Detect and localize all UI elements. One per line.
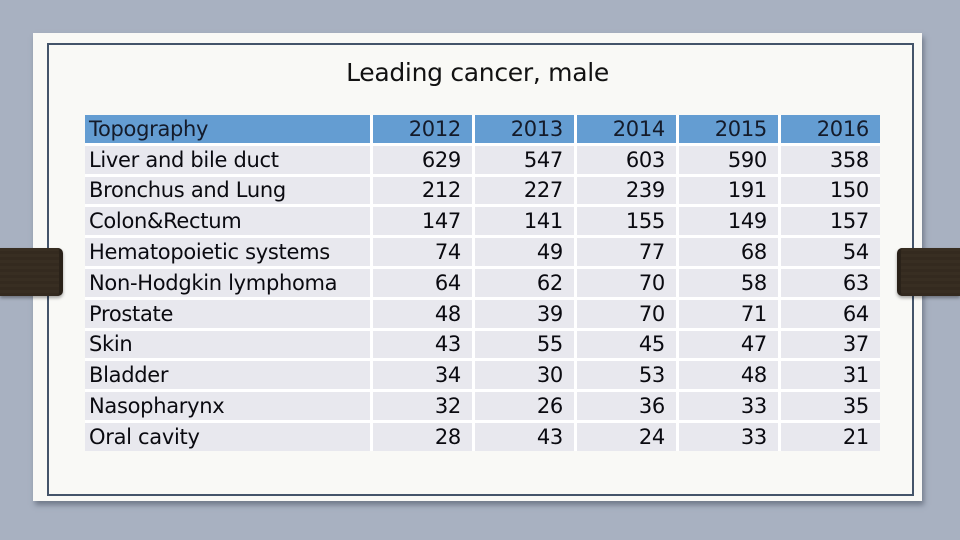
row-label: Nasopharynx (85, 392, 370, 420)
table-cell: 547 (475, 145, 574, 174)
column-header-topography: Topography (85, 115, 370, 143)
slide-frame: Leading cancer, male Topography 2012 2013 2… (33, 33, 922, 501)
table-cell: 141 (475, 207, 574, 236)
table-cell: 74 (373, 238, 472, 266)
table-cell: 149 (679, 207, 778, 236)
table-cell: 150 (781, 176, 880, 205)
table-cell: 47 (679, 330, 778, 359)
left-accent-bar (0, 248, 63, 296)
column-header-year: 2013 (475, 115, 574, 143)
row-label: Colon&Rectum (85, 207, 370, 236)
table-cell: 63 (781, 268, 880, 297)
table-cell: 24 (577, 422, 676, 451)
table-cell: 43 (475, 422, 574, 451)
table-cell: 64 (781, 299, 880, 328)
table-cell: 36 (577, 392, 676, 420)
table-cell: 26 (475, 392, 574, 420)
table-cell: 21 (781, 422, 880, 451)
row-label: Bladder (85, 361, 370, 390)
column-header-year: 2016 (781, 115, 880, 143)
column-header-year: 2014 (577, 115, 676, 143)
table-cell: 603 (577, 145, 676, 174)
table-cell: 239 (577, 176, 676, 205)
row-label: Bronchus and Lung (85, 176, 370, 205)
table-cell: 48 (373, 299, 472, 328)
table-cell: 157 (781, 207, 880, 236)
table-cell: 37 (781, 330, 880, 359)
table-cell: 629 (373, 145, 472, 174)
table-cell: 212 (373, 176, 472, 205)
table-cell: 35 (781, 392, 880, 420)
row-label: Hematopoietic systems (85, 238, 370, 266)
row-label: Skin (85, 330, 370, 359)
table-cell: 48 (679, 361, 778, 390)
table-cell: 34 (373, 361, 472, 390)
table-cell: 590 (679, 145, 778, 174)
table-cell: 28 (373, 422, 472, 451)
table-cell: 45 (577, 330, 676, 359)
table-cell: 70 (577, 299, 676, 328)
row-label: Prostate (85, 299, 370, 328)
table-cell: 33 (679, 422, 778, 451)
table-cell: 49 (475, 238, 574, 266)
row-label: Non-Hodgkin lymphoma (85, 268, 370, 297)
column-header-year: 2015 (679, 115, 778, 143)
table-cell: 68 (679, 238, 778, 266)
table-cell: 77 (577, 238, 676, 266)
table-cell: 191 (679, 176, 778, 205)
table-cell: 155 (577, 207, 676, 236)
column-header-year: 2012 (373, 115, 472, 143)
table-cell: 31 (781, 361, 880, 390)
table-cell: 55 (475, 330, 574, 359)
table-cell: 33 (679, 392, 778, 420)
slide-title: Leading cancer, male (346, 58, 609, 87)
table-cell: 43 (373, 330, 472, 359)
table-cell: 62 (475, 268, 574, 297)
right-accent-bar (897, 248, 960, 296)
table-cell: 58 (679, 268, 778, 297)
table-cell: 53 (577, 361, 676, 390)
table-cell: 39 (475, 299, 574, 328)
table-cell: 30 (475, 361, 574, 390)
cancer-table: Topography 2012 2013 2014 2015 2016 Liver and … (85, 115, 880, 451)
table-cell: 147 (373, 207, 472, 236)
row-label: Liver and bile duct (85, 145, 370, 174)
row-label: Oral cavity (85, 422, 370, 451)
table-cell: 227 (475, 176, 574, 205)
table-cell: 71 (679, 299, 778, 328)
table-cell: 64 (373, 268, 472, 297)
table-cell: 32 (373, 392, 472, 420)
table-cell: 358 (781, 145, 880, 174)
table-cell: 54 (781, 238, 880, 266)
table-cell: 70 (577, 268, 676, 297)
